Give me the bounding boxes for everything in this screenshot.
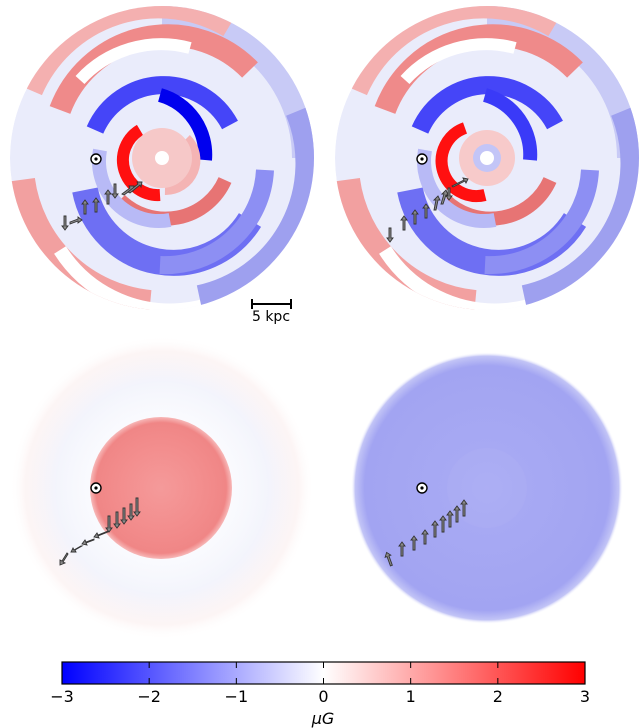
colorbar-tick-label: −1 [225,687,249,706]
colorbar-tick-label: 3 [580,687,590,706]
panel-top-right [335,6,639,310]
field-arrows-top-right [386,177,469,243]
sun-icon [416,153,428,165]
sun-icon [90,153,102,165]
panel-bottom-right [351,352,623,624]
colorbar-ticks: −3 −2 −1 0 1 2 3 [50,662,590,706]
scale-bar-label: 5 kpc [252,309,290,325]
colorbar-label: μG [311,709,335,728]
scale-bar: 5 kpc [251,299,292,325]
colorbar-tick-label: −3 [50,687,74,706]
sun-icon [416,482,428,494]
colorbar-tick-label: −2 [137,687,161,706]
field-arrows-top-left [61,181,143,231]
colorbar-tick-label: 0 [318,687,328,706]
sun-icon [90,482,102,494]
field-arrows-bottom-left [59,497,141,566]
colorbar-tick-label: 2 [493,687,503,706]
colorbar: −3 −2 −1 0 1 2 3 μG [50,661,590,728]
field-arrows-bottom-right [384,499,468,567]
panel-bottom-left [10,336,314,640]
panel-top-left [10,6,314,310]
colorbar-tick-label: 1 [406,687,416,706]
